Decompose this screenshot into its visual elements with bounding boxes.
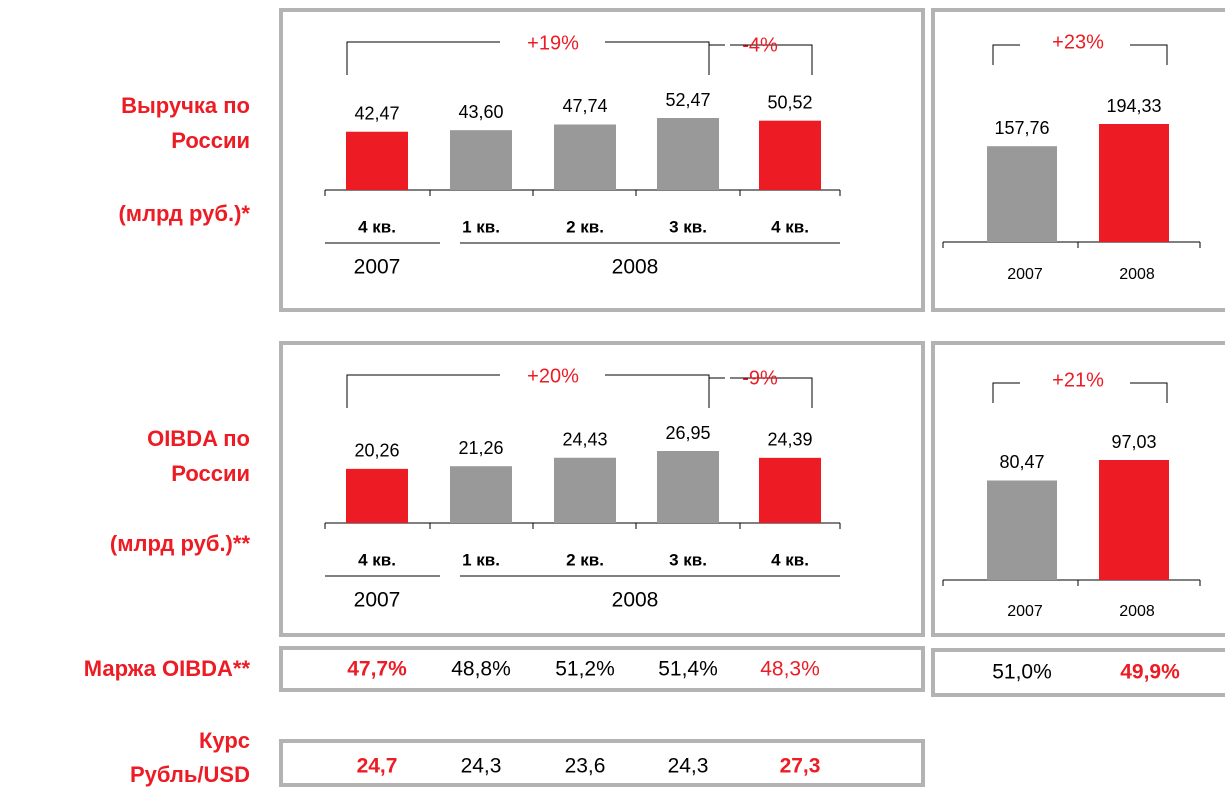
bracket	[346, 374, 500, 408]
bracket	[1130, 44, 1168, 65]
category-label: 1 кв.	[462, 217, 500, 236]
category-label: 4 кв.	[358, 550, 396, 569]
table-cell: 48,3%	[760, 658, 820, 681]
bracket	[605, 374, 710, 408]
value-label: 21,26	[458, 438, 503, 458]
bracket	[346, 41, 500, 75]
category-label: 3 кв.	[669, 550, 707, 569]
panel	[279, 646, 925, 692]
value-label: 24,39	[767, 430, 812, 450]
value-label: 42,47	[354, 103, 399, 123]
row-label: России	[171, 128, 250, 153]
category-label: 2008	[1119, 266, 1155, 283]
bar	[759, 457, 821, 523]
value-label: 97,03	[1111, 432, 1156, 452]
value-label: 47,74	[562, 96, 607, 116]
table-cell: 51,4%	[658, 658, 718, 681]
value-label: 43,60	[458, 102, 503, 122]
bar	[759, 120, 821, 190]
group-label: 2008	[612, 256, 659, 279]
table-cell: 27,3	[780, 755, 821, 778]
table-cell: 51,2%	[555, 658, 615, 681]
bar	[987, 480, 1057, 580]
row-label: Маржа OIBDA**	[84, 656, 251, 681]
group-label: 2007	[354, 589, 401, 612]
category-label: 4 кв.	[771, 550, 809, 569]
bar	[346, 131, 408, 190]
category-label: 4 кв.	[358, 217, 396, 236]
group-label: 2008	[612, 589, 659, 612]
row-label: Курс	[199, 728, 250, 753]
annotation: +23%	[1052, 31, 1104, 53]
bar	[987, 146, 1057, 242]
table-cell: 24,7	[357, 755, 398, 778]
bracket	[992, 382, 1020, 403]
bar	[450, 130, 512, 190]
bar	[450, 466, 512, 523]
value-label: 157,76	[994, 118, 1049, 138]
table-cell: 48,8%	[451, 658, 511, 681]
bar	[657, 118, 719, 190]
category-label: 2007	[1007, 603, 1043, 620]
row-label: (млрд руб.)**	[110, 531, 251, 556]
category-label: 2 кв.	[566, 550, 604, 569]
value-label: 26,95	[665, 423, 710, 443]
bracket	[992, 44, 1020, 65]
bar	[554, 124, 616, 190]
bracket	[605, 41, 710, 75]
bracket	[1130, 382, 1168, 403]
category-label: 1 кв.	[462, 550, 500, 569]
annotation: +21%	[1052, 369, 1104, 391]
row-label: Выручка по	[121, 93, 250, 118]
bar	[1099, 460, 1169, 580]
annotation: -9%	[742, 367, 778, 389]
bar	[657, 451, 719, 523]
table-cell: 23,6	[565, 755, 606, 778]
value-label: 80,47	[999, 452, 1044, 472]
bracket	[730, 377, 813, 408]
bar	[1099, 124, 1169, 242]
value-label: 52,47	[665, 90, 710, 110]
table-cell: 24,3	[461, 755, 502, 778]
value-label: 50,52	[767, 92, 812, 112]
panel	[931, 8, 1225, 312]
group-label: 2007	[354, 256, 401, 279]
panel	[931, 648, 1225, 697]
category-label: 2008	[1119, 603, 1155, 620]
table-cell: 49,9%	[1120, 661, 1180, 684]
bracket	[708, 377, 725, 385]
row-label: Рубль/USD	[130, 762, 250, 787]
annotation: +20%	[527, 365, 579, 387]
row-label: России	[171, 461, 250, 486]
bar	[554, 457, 616, 523]
category-label: 4 кв.	[771, 217, 809, 236]
annotation: -4%	[742, 34, 778, 56]
annotation: +19%	[527, 32, 579, 54]
category-label: 3 кв.	[669, 217, 707, 236]
category-label: 2007	[1007, 266, 1043, 283]
category-label: 2 кв.	[566, 217, 604, 236]
panel	[279, 739, 925, 787]
value-label: 194,33	[1106, 96, 1161, 116]
table-cell: 51,0%	[992, 661, 1052, 684]
value-label: 20,26	[354, 441, 399, 461]
bracket	[730, 44, 813, 75]
value-label: 24,43	[562, 429, 607, 449]
panel	[931, 341, 1225, 637]
bar	[346, 468, 408, 523]
panel	[279, 341, 925, 637]
bracket	[708, 44, 725, 52]
table-cell: 24,3	[668, 755, 709, 778]
row-label: OIBDA по	[147, 426, 250, 451]
panel	[279, 8, 925, 312]
row-label: (млрд руб.)*	[118, 201, 250, 226]
table-cell: 47,7%	[347, 658, 407, 681]
